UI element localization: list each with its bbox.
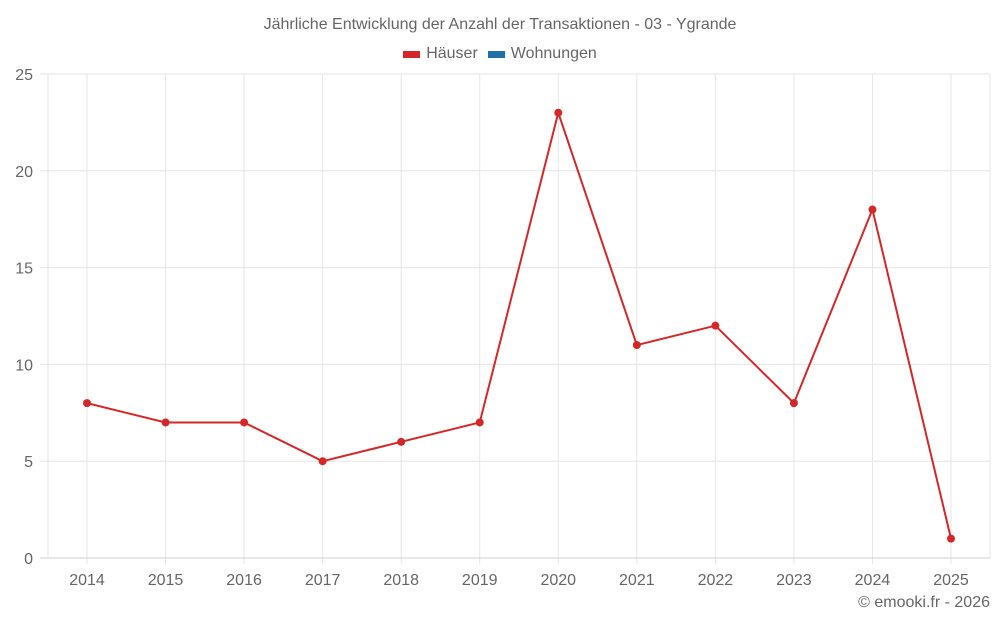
data-point[interactable] <box>947 534 955 543</box>
y-tick-label: 10 <box>15 357 33 374</box>
x-tick-label: 2018 <box>383 572 419 589</box>
data-point[interactable] <box>240 418 249 427</box>
y-tick-label: 5 <box>24 454 33 471</box>
series-line <box>86 109 952 539</box>
data-point[interactable] <box>554 108 563 117</box>
legend-item-wohnungen[interactable]: Wohnungen <box>487 45 597 63</box>
data-point[interactable] <box>632 341 641 350</box>
credit-text: © emooki.fr - 2026 <box>858 594 990 611</box>
data-point[interactable] <box>397 437 406 446</box>
x-tick-label: 2017 <box>305 572 341 589</box>
y-tick-label: 0 <box>24 551 33 568</box>
x-tick-label: 2020 <box>540 572 576 589</box>
legend-item-haeuser[interactable]: Häuser <box>403 45 478 63</box>
x-tick-label: 2023 <box>776 572 812 589</box>
x-tick-label: 2014 <box>69 572 105 589</box>
x-tick-label: 2019 <box>462 572 498 589</box>
y-tick-label: 25 <box>15 67 33 84</box>
data-point[interactable] <box>83 399 91 408</box>
x-tick-label: 2016 <box>226 572 262 589</box>
legend: Häuser Wohnungen <box>0 45 1000 63</box>
y-tick-label: 20 <box>15 164 33 181</box>
legend-label: Häuser <box>426 45 478 62</box>
data-point[interactable] <box>161 418 170 427</box>
legend-label: Wohnungen <box>510 45 597 62</box>
y-tick-label: 15 <box>15 261 33 278</box>
data-point[interactable] <box>475 418 484 427</box>
data-point[interactable] <box>868 205 877 214</box>
data-point[interactable] <box>318 457 327 466</box>
legend-swatch-wohnungen <box>487 50 505 58</box>
data-point[interactable] <box>711 321 720 330</box>
x-tick-label: 2015 <box>148 572 184 589</box>
x-tick-label: 2025 <box>933 572 969 589</box>
legend-swatch-haeuser <box>403 50 421 58</box>
chart-title: Jährliche Entwicklung der Anzahl der Tra… <box>263 16 737 33</box>
data-point[interactable] <box>789 399 798 408</box>
x-tick-label: 2024 <box>855 572 891 589</box>
x-tick-label: 2022 <box>698 572 734 589</box>
x-tick-label: 2021 <box>619 572 655 589</box>
